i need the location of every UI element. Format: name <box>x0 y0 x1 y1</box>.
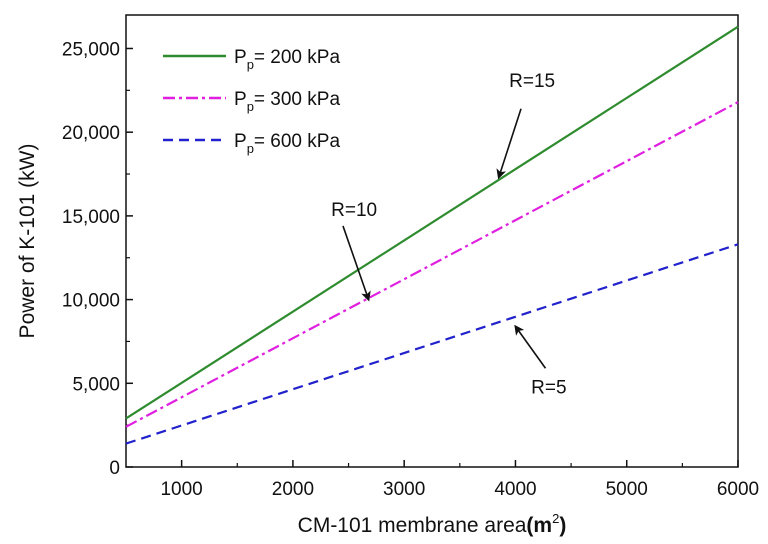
legend-label-600kpa: Pp= 600 kPa <box>234 131 340 156</box>
x-axis-title: CM-101 membrane area(m2) <box>298 511 567 537</box>
y-tick-label: 5,000 <box>72 374 120 395</box>
x-tick-label: 2000 <box>272 479 314 500</box>
legend-label-200kpa: Pp= 200 kPa <box>234 47 340 72</box>
series-line-2 <box>125 243 739 445</box>
y-tick-label: 0 <box>109 458 120 479</box>
y-axis: 0 5,000 10,000 15,000 20,000 25,000 <box>62 39 133 479</box>
annotation-arrow <box>514 324 547 369</box>
y-tick-label: 20,000 <box>62 123 120 144</box>
annotations: R=15 R=10 R=5 <box>331 71 566 398</box>
y-axis-title: Power of K-101 (kW) <box>16 144 39 339</box>
y-tick-label: 10,000 <box>62 291 120 312</box>
y-tick-label: 25,000 <box>62 39 120 60</box>
legend-label-300kpa: Pp= 300 kPa <box>234 89 340 114</box>
annotation-label: R=5 <box>531 377 566 398</box>
x-tick-label: 1000 <box>160 479 202 500</box>
y-tick-label: 15,000 <box>62 207 120 228</box>
x-tick-label: 3000 <box>383 479 425 500</box>
x-tick-label: 4000 <box>494 479 536 500</box>
x-tick-label: 5000 <box>606 479 648 500</box>
series-line-1 <box>125 101 739 428</box>
series-line-0 <box>125 25 739 420</box>
plot-frame <box>125 14 739 468</box>
series-lines <box>125 25 739 445</box>
x-tick-label: 6000 <box>717 479 759 500</box>
annotation-label: R=15 <box>509 71 555 92</box>
annotation-label: R=10 <box>331 200 377 221</box>
x-axis: 1000 2000 3000 4000 5000 6000 <box>160 460 759 500</box>
legend: Pp= 200 kPa Pp= 300 kPa Pp= 600 kPa <box>163 47 340 156</box>
annotation-arrow <box>342 225 371 302</box>
annotation-arrow <box>496 108 522 180</box>
